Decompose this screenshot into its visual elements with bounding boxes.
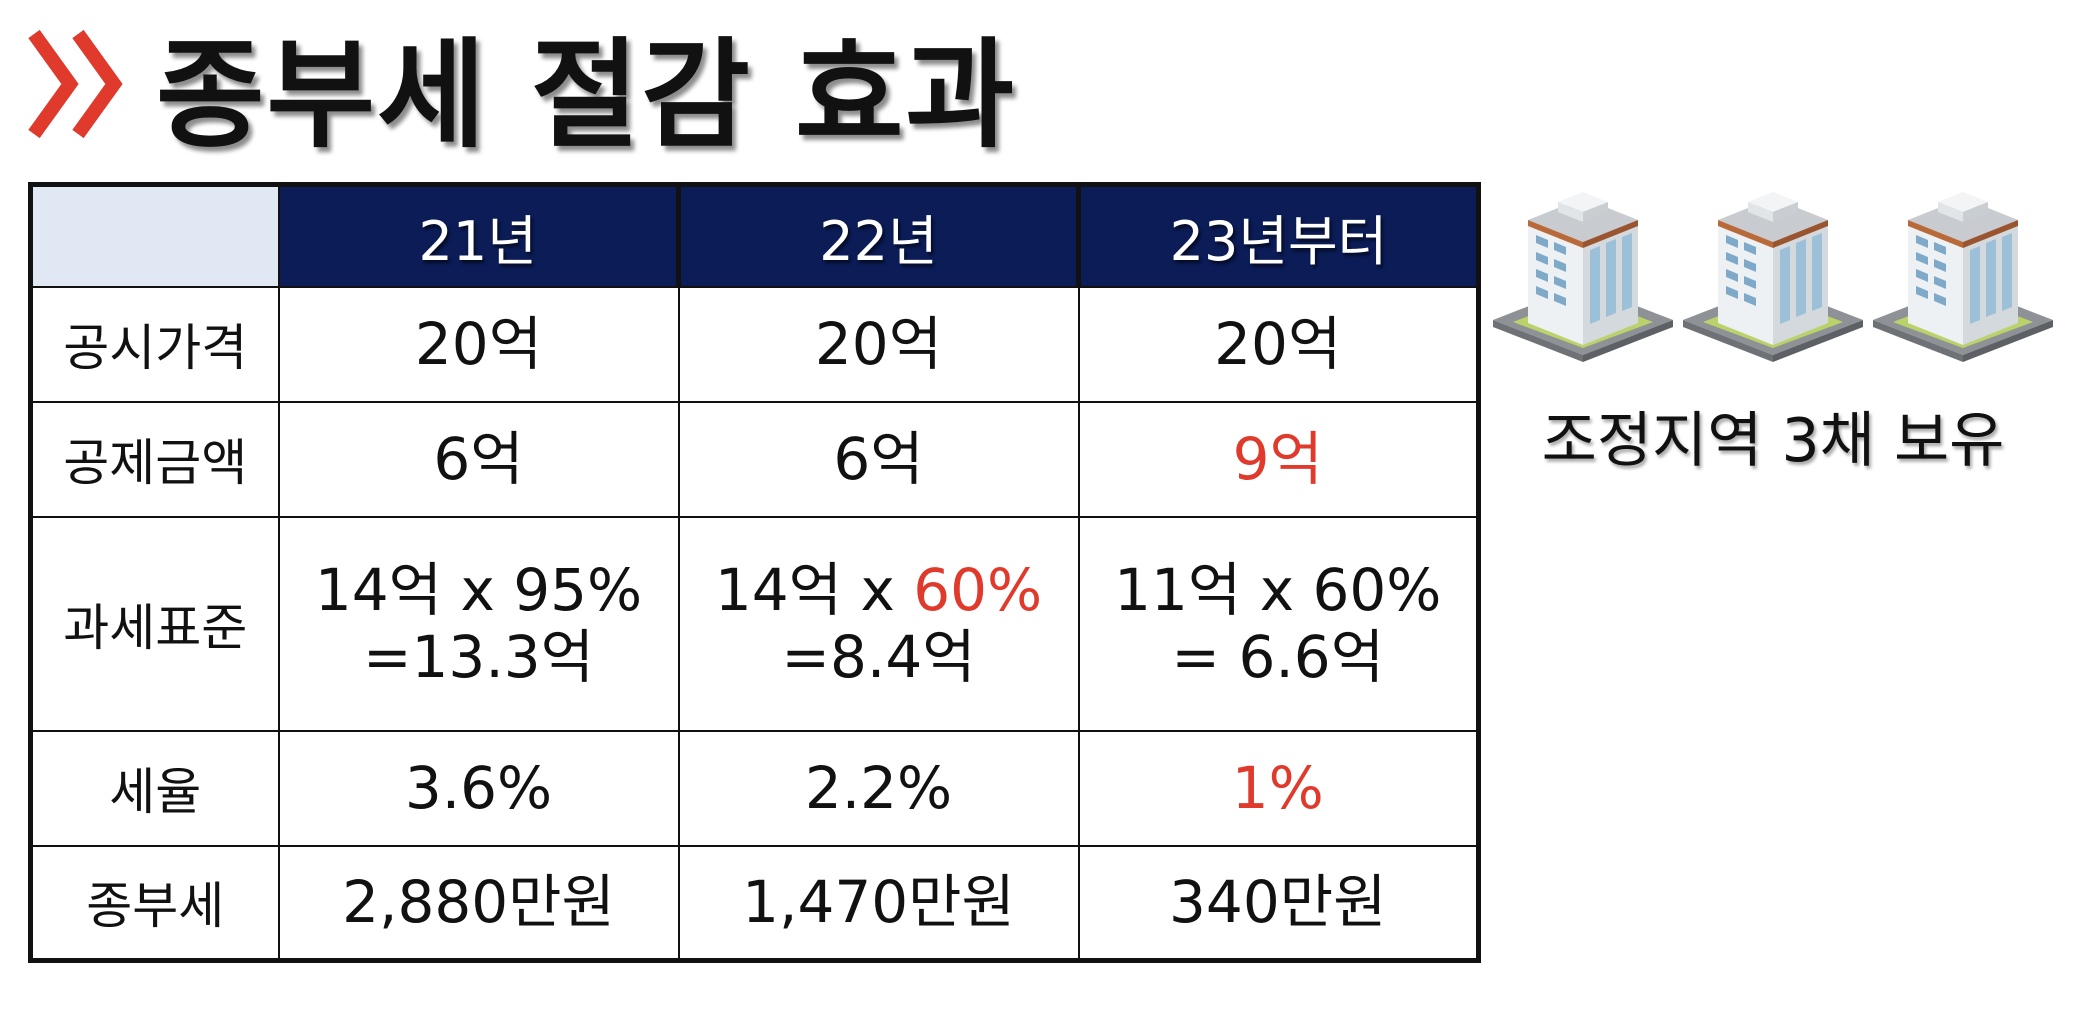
header-2021: 21년 [277,183,680,288]
table-row-official-price: 공시가격 20억 20억 20억 [29,285,1480,403]
table-corner-cell [29,183,280,288]
header-2023-onward: 23년부터 [1076,183,1480,288]
tax-comparison-table: 21년 22년 23년부터 공시가격 20억 20억 20억 공제금액 6억 6… [28,182,1481,963]
cell-value: 6억 [277,400,680,518]
cell-value: 14억 x 60% =8.4억 [677,515,1080,732]
apartment-building-icon [1493,192,1673,362]
buildings-illustration [1493,192,2053,362]
cell-value: 11억 x 60% = 6.6억 [1077,515,1480,732]
table-row-tax-rate: 세율 3.6% 2.2% 1% [29,729,1480,847]
cell-value: 3.6% [277,729,680,847]
cell-value-highlight: 1% [1077,729,1480,847]
cell-value: 20억 [1077,285,1480,403]
row-label: 종부세 [29,844,280,962]
row-label: 세율 [29,729,280,847]
cell-value-highlight: 9억 [1077,400,1480,518]
cell-value: 6억 [677,400,1080,518]
cell-value: 14억 x 95% =13.3억 [277,515,680,732]
table-header-row: 21년 22년 23년부터 [29,183,1480,288]
cell-value: 340만원 [1077,844,1480,962]
cell-value: 2.2% [677,729,1080,847]
chevron-double-right-icon [28,29,123,139]
row-label: 공제금액 [29,400,280,518]
cell-value: 1,470만원 [677,844,1080,962]
cell-value: 20억 [277,285,680,403]
region-caption: 조정지역 3채 보유 [1541,406,2005,476]
cell-value: 2,880만원 [277,844,680,962]
title-area: 종부세 절감 효과 [26,14,1016,164]
apartment-building-icon [1873,192,2053,362]
row-label: 공시가격 [29,285,280,403]
header-2022: 22년 [676,183,1080,288]
page-title: 종부세 절감 효과 [156,25,1017,164]
table-row-comprehensive-tax: 종부세 2,880만원 1,470만원 340만원 [29,844,1480,962]
table-row-deduction: 공제금액 6억 6억 9억 [29,400,1480,518]
apartment-building-icon [1683,192,1863,362]
row-label: 과세표준 [29,515,280,732]
cell-value: 20억 [677,285,1080,403]
table-row-tax-base: 과세표준 14억 x 95% =13.3억 14억 x 60% =8.4억 11… [29,515,1480,732]
